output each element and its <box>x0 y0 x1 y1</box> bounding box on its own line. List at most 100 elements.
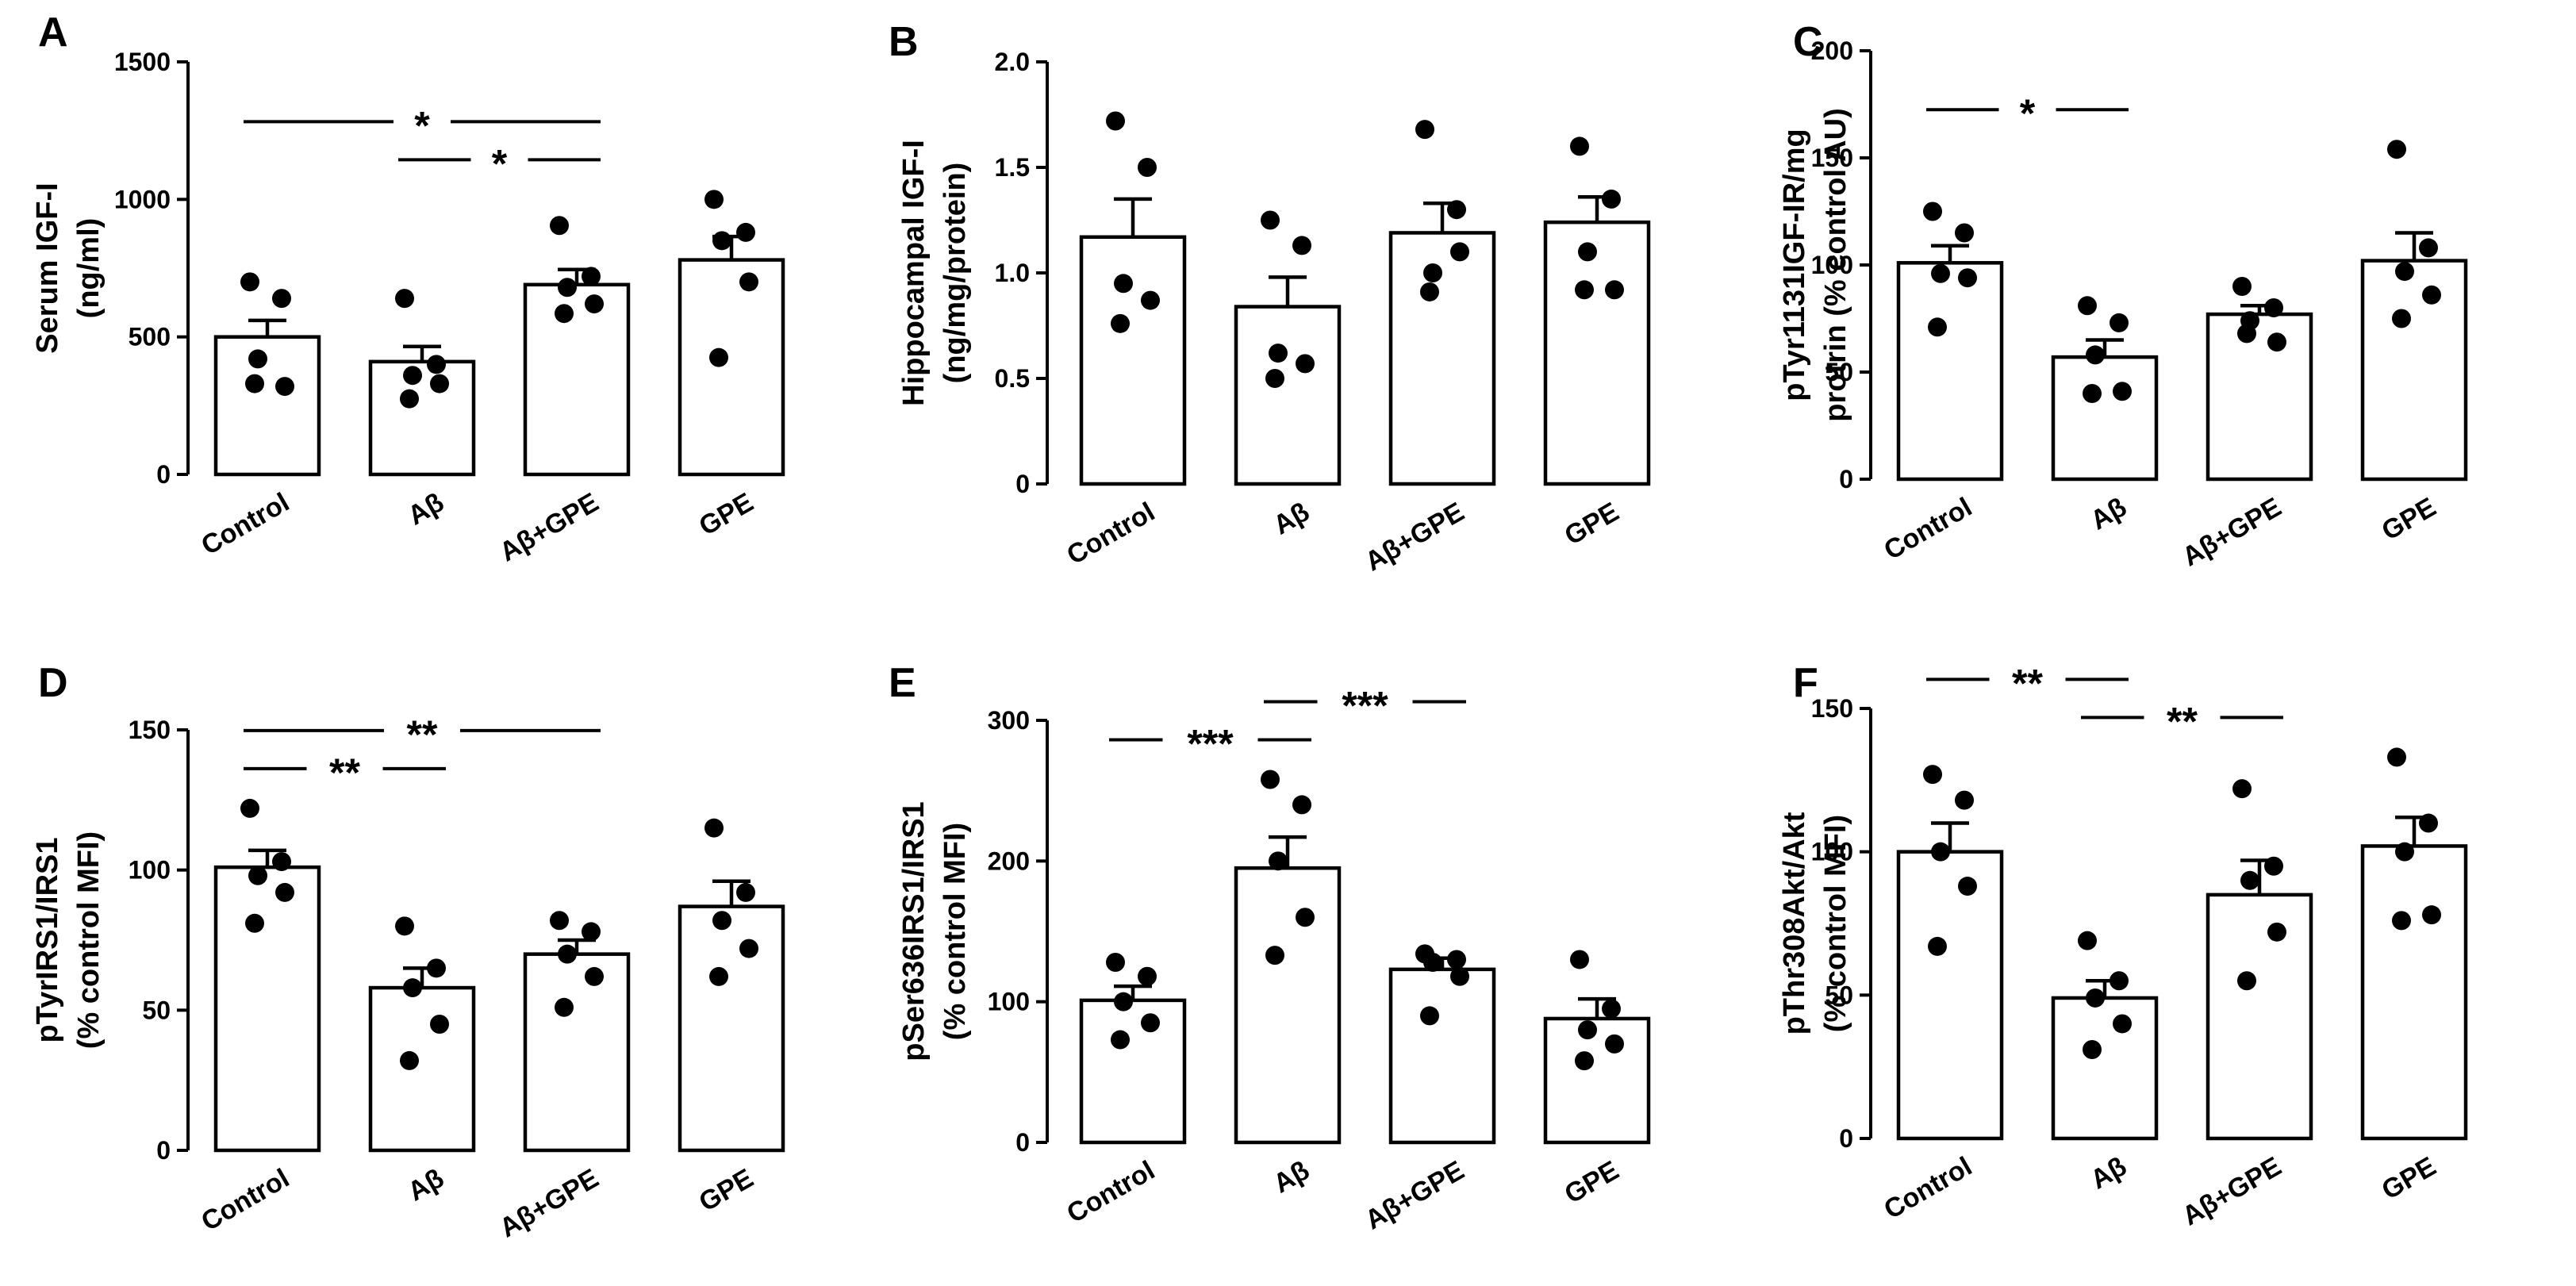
significance-label: ** <box>329 750 360 795</box>
significance-label: *** <box>1342 683 1388 727</box>
data-point <box>1114 992 1133 1012</box>
data-point <box>245 913 264 933</box>
y-tick-label: 100 <box>1811 838 1853 866</box>
data-point <box>550 216 569 236</box>
x-tick-label: Aβ+GPE <box>494 1163 604 1243</box>
data-point <box>1261 210 1280 230</box>
data-point <box>248 866 267 885</box>
x-tick-label: Aβ+GPE <box>1360 1155 1469 1235</box>
x-tick-label: Aβ <box>1269 497 1315 541</box>
data-point <box>1269 851 1288 871</box>
y-tick-label: 1000 <box>114 185 171 213</box>
data-point <box>1265 946 1284 965</box>
data-point <box>2419 813 2438 833</box>
data-point <box>1141 290 1160 310</box>
x-tick-label: GPE <box>694 1163 758 1218</box>
x-tick-label: Aβ+GPE <box>1360 497 1469 577</box>
data-point <box>2232 277 2252 296</box>
x-tick-label: GPE <box>1560 1155 1624 1210</box>
y-tick-label: 100 <box>1811 251 1853 279</box>
y-tick-label: 150 <box>1811 694 1853 723</box>
data-point <box>739 272 758 292</box>
data-point <box>1450 242 1469 262</box>
y-axis-label: Hippocampal IGF-I <box>897 140 931 406</box>
data-point <box>1415 120 1434 140</box>
data-point <box>430 1015 449 1034</box>
data-point <box>400 389 419 409</box>
data-point <box>427 958 446 978</box>
significance-label: ** <box>2167 699 2198 743</box>
data-point <box>585 294 604 314</box>
data-point <box>1296 908 1315 927</box>
data-point <box>1265 369 1284 388</box>
y-axis-label: pTyr1131IGF-IR/mg <box>1778 129 1811 401</box>
data-point <box>2264 856 2283 876</box>
data-point <box>1958 877 1977 896</box>
bar <box>1079 235 1187 486</box>
data-point <box>712 911 731 931</box>
data-point <box>403 366 422 386</box>
x-tick-label: Aβ <box>403 1163 449 1207</box>
bar <box>2360 844 2468 1141</box>
data-point <box>709 347 728 367</box>
data-point <box>1269 344 1288 363</box>
bar <box>1234 305 1342 486</box>
x-tick-label: GPE <box>1560 497 1624 551</box>
y-axis-label: (% control MFI) <box>939 823 972 1040</box>
significance-label: ** <box>407 712 438 757</box>
data-point <box>1931 842 1950 862</box>
y-tick-label: 150 <box>1811 144 1853 172</box>
data-point <box>2113 1014 2132 1034</box>
x-tick-label: Aβ <box>2086 492 2132 536</box>
data-point <box>709 966 728 986</box>
data-point <box>2267 922 2286 942</box>
data-point <box>1261 770 1280 789</box>
bar <box>2206 893 2313 1141</box>
x-tick-label: Aβ <box>403 487 449 532</box>
bar <box>1388 967 1496 1145</box>
data-point <box>2422 285 2441 305</box>
panel-a: A Serum IGF-I (ng/ml) 0 500 1000 1500 Control Aβ… <box>31 10 785 567</box>
x-tick-label: GPE <box>694 487 758 542</box>
y-axis-label: pSer636IRS1/IRS1 <box>897 801 931 1061</box>
panel-letter: C <box>1793 19 1823 65</box>
y-axis-label: (ng/ml) <box>72 218 106 319</box>
bar <box>1543 220 1651 486</box>
data-point <box>2083 384 2102 403</box>
panel-b: B Hippocampal IGF-I (ng/mg/protein) 0 0.5 1.0… <box>889 19 1651 577</box>
data-point <box>1578 242 1597 262</box>
y-tick-label: 150 <box>129 716 171 744</box>
y-tick-label: 50 <box>142 996 171 1024</box>
y-tick-label: 0 <box>1839 1124 1853 1153</box>
y-tick-label: 50 <box>1825 981 1853 1009</box>
data-point <box>2387 747 2406 767</box>
panel-letter: A <box>38 10 68 56</box>
data-point <box>1928 317 1947 337</box>
data-point <box>1923 765 1942 785</box>
y-tick-label: 100 <box>129 856 171 885</box>
y-tick-label: 100 <box>988 988 1030 1016</box>
data-point <box>1955 790 1974 810</box>
data-point <box>1602 999 1621 1019</box>
y-tick-label: 0 <box>1839 465 1853 493</box>
data-point <box>736 882 755 902</box>
bar <box>1896 850 2004 1141</box>
data-point <box>736 222 755 242</box>
data-point <box>704 190 724 209</box>
data-point <box>1106 111 1125 131</box>
data-point <box>2392 309 2411 328</box>
data-point <box>1111 1030 1130 1050</box>
data-point <box>558 278 577 298</box>
significance-label: * <box>2020 91 2036 136</box>
data-point <box>2237 971 2256 991</box>
data-point <box>1296 354 1315 374</box>
panel-letter: B <box>889 19 919 65</box>
data-point <box>1114 274 1133 294</box>
data-point <box>2086 345 2105 365</box>
data-point <box>2113 382 2132 401</box>
data-point <box>585 966 604 986</box>
y-tick-label: 200 <box>1811 36 1853 65</box>
